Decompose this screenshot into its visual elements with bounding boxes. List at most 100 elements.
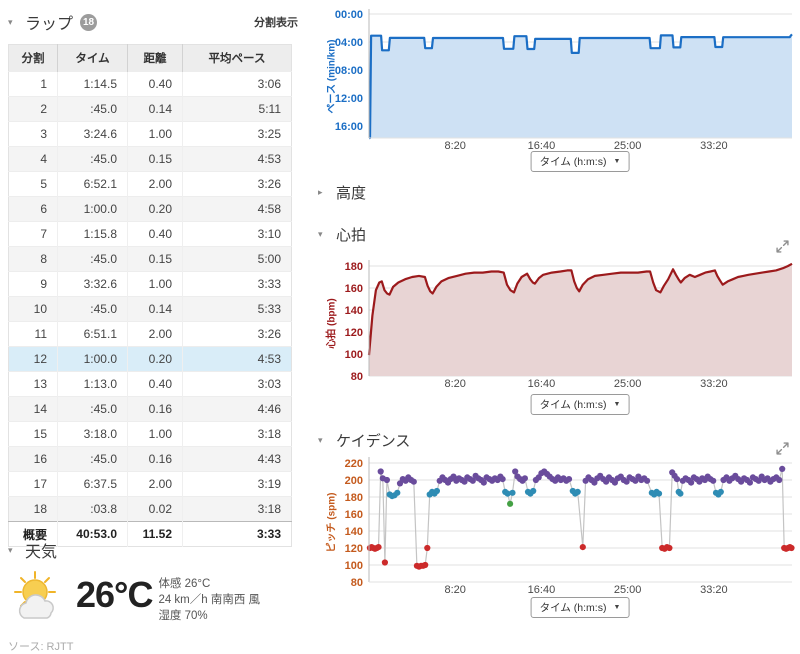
svg-text:08:00: 08:00 [335,65,363,77]
pace-x-axis-selector[interactable]: タイム (h:m:s) ▼ [530,151,630,172]
table-row[interactable]: 15 3:18.0 1.00 3:18 [8,421,292,447]
lap-pace: 3:18 [182,496,292,522]
lap-split: 10 [8,296,58,322]
lap-summary-row: 概要 40:53.0 11.52 3:33 [8,521,292,547]
dropdown-arrow-icon: ▼ [613,604,621,611]
cadence-x-axis-selector[interactable]: タイム (h:m:s) ▼ [530,597,630,618]
lap-split: 13 [8,371,58,397]
cadence-collapse-icon[interactable]: ▾ [318,435,323,445]
cadence-fullscreen-icon[interactable] [776,442,789,455]
lap-split: 8 [8,246,58,272]
lap-time: 1:15.8 [57,221,128,247]
lap-distance: 0.16 [127,396,183,422]
heart-rate-chart[interactable]: 180 160 140 120 100 80 8:20 16:40 25:00 33:20 [306,250,800,392]
charts-panel: ペース (min/km) 00:00 04:00 08:00 12:00 16:00 8:… [306,0,800,631]
lap-pace: 3:18 [182,421,292,447]
lap-distance: 0.20 [127,346,183,372]
lap-distance: 2.00 [127,321,183,347]
table-row[interactable]: 3 3:24.6 1.00 3:25 [8,121,292,147]
svg-text:180: 180 [345,261,363,273]
lap-split: 5 [8,171,58,197]
pace-chart[interactable]: 00:00 04:00 08:00 12:00 16:00 8:20 16:40 25:00 3… [306,0,800,152]
lap-distance: 2.00 [127,471,183,497]
weather-humidity: 湿度 70% [158,610,208,622]
split-view-button[interactable]: 分割表示 [254,17,298,29]
lap-time: :45.0 [57,96,128,122]
table-row[interactable]: 16:45.0 0.16 4:43 [8,446,292,472]
table-row[interactable]: 14:45.0 0.16 4:46 [8,396,292,422]
table-row[interactable]: 4:45.0 0.15 4:53 [8,146,292,172]
svg-text:100: 100 [345,349,363,361]
svg-text:160: 160 [345,509,363,521]
pace-x-axis-selector-label: タイム (h:m:s) [539,156,607,168]
lap-time: :03.8 [57,496,128,522]
elevation-expand-icon[interactable]: ▸ [318,187,323,197]
table-row[interactable]: 1 1:14.5 0.40 3:06 [8,71,292,97]
lap-time: :45.0 [57,246,128,272]
table-row[interactable]: 8:45.0 0.15 5:00 [8,246,292,272]
lap-time: 6:37.5 [57,471,128,497]
table-row[interactable]: 6 1:00.0 0.20 4:58 [8,196,292,222]
svg-text:16:40: 16:40 [528,378,556,390]
temperature-value: 26°C [76,574,153,615]
table-row[interactable]: 11 6:51.1 2.00 3:26 [8,321,292,347]
cadence-section-header: ▾ ケイデンス [318,430,410,451]
lap-split: 12 [8,346,58,372]
col-header-time[interactable]: タイム [57,44,128,72]
lap-distance: 1.00 [127,121,183,147]
table-row[interactable]: 9 3:32.6 1.00 3:33 [8,271,292,297]
lap-count-badge: 18 [80,13,98,31]
lap-distance: 1.00 [127,271,183,297]
summary-split: 概要 [8,521,58,547]
laps-section-header: ▾ ラップ 18 分割表示 [8,10,300,34]
weather-wind: 24 km／h 南南西 風 [158,594,261,606]
lap-time: 1:13.0 [57,371,128,397]
laps-collapse-icon[interactable]: ▾ [8,16,13,27]
col-header-distance[interactable]: 距離 [127,44,183,72]
lap-time: :45.0 [57,446,128,472]
lap-pace: 3:19 [182,471,292,497]
lap-distance: 0.14 [127,96,183,122]
heart-rate-fullscreen-icon[interactable] [776,240,789,253]
lap-distance: 0.14 [127,296,183,322]
lap-split: 7 [8,221,58,247]
laps-title: ラップ [25,16,74,33]
table-row[interactable]: 10:45.0 0.14 5:33 [8,296,292,322]
lap-split: 14 [8,396,58,422]
lap-time: 6:51.1 [57,321,128,347]
heart-rate-x-axis-selector[interactable]: タイム (h:m:s) ▼ [530,394,630,415]
svg-text:04:00: 04:00 [335,37,363,49]
svg-text:33:20: 33:20 [700,584,728,596]
svg-text:220: 220 [345,458,363,470]
table-row[interactable]: 12 1:00.0 0.20 4:53 [8,346,292,372]
lap-distance: 0.40 [127,221,183,247]
table-row[interactable]: 2:45.0 0.14 5:11 [8,96,292,122]
weather-feels-like: 体感 26°C [158,578,211,590]
svg-text:16:00: 16:00 [335,121,363,133]
svg-text:25:00: 25:00 [614,378,642,390]
lap-split: 6 [8,196,58,222]
col-header-avg-pace[interactable]: 平均ペース [182,44,292,72]
table-row[interactable]: 18:03.8 0.02 3:18 [8,496,292,522]
heart-rate-x-axis-selector-label: タイム (h:m:s) [539,399,607,411]
table-row[interactable]: 5 6:52.1 2.00 3:26 [8,171,292,197]
col-header-split[interactable]: 分割 [8,44,58,72]
weather-section-header: ▾ 天気 [8,538,300,562]
lap-pace: 3:25 [182,121,292,147]
weather-collapse-icon[interactable]: ▾ [8,544,13,555]
table-row[interactable]: 13 1:13.0 0.40 3:03 [8,371,292,397]
svg-text:100: 100 [345,560,363,572]
heart-rate-collapse-icon[interactable]: ▾ [318,229,323,239]
table-row[interactable]: 17 6:37.5 2.00 3:19 [8,471,292,497]
lap-distance: 0.02 [127,496,183,522]
svg-text:16:40: 16:40 [528,140,556,152]
lap-distance: 0.15 [127,246,183,272]
table-row[interactable]: 7 1:15.8 0.40 3:10 [8,221,292,247]
lap-split: 11 [8,321,58,347]
cadence-chart[interactable]: 220 200 180 160 140 120 100 80 8:20 16:40 25:00 33:… [306,453,800,601]
svg-text:16:40: 16:40 [528,584,556,596]
lap-pace: 3:26 [182,171,292,197]
lap-distance: 0.40 [127,71,183,97]
lap-pace: 4:46 [182,396,292,422]
svg-text:8:20: 8:20 [445,378,466,390]
